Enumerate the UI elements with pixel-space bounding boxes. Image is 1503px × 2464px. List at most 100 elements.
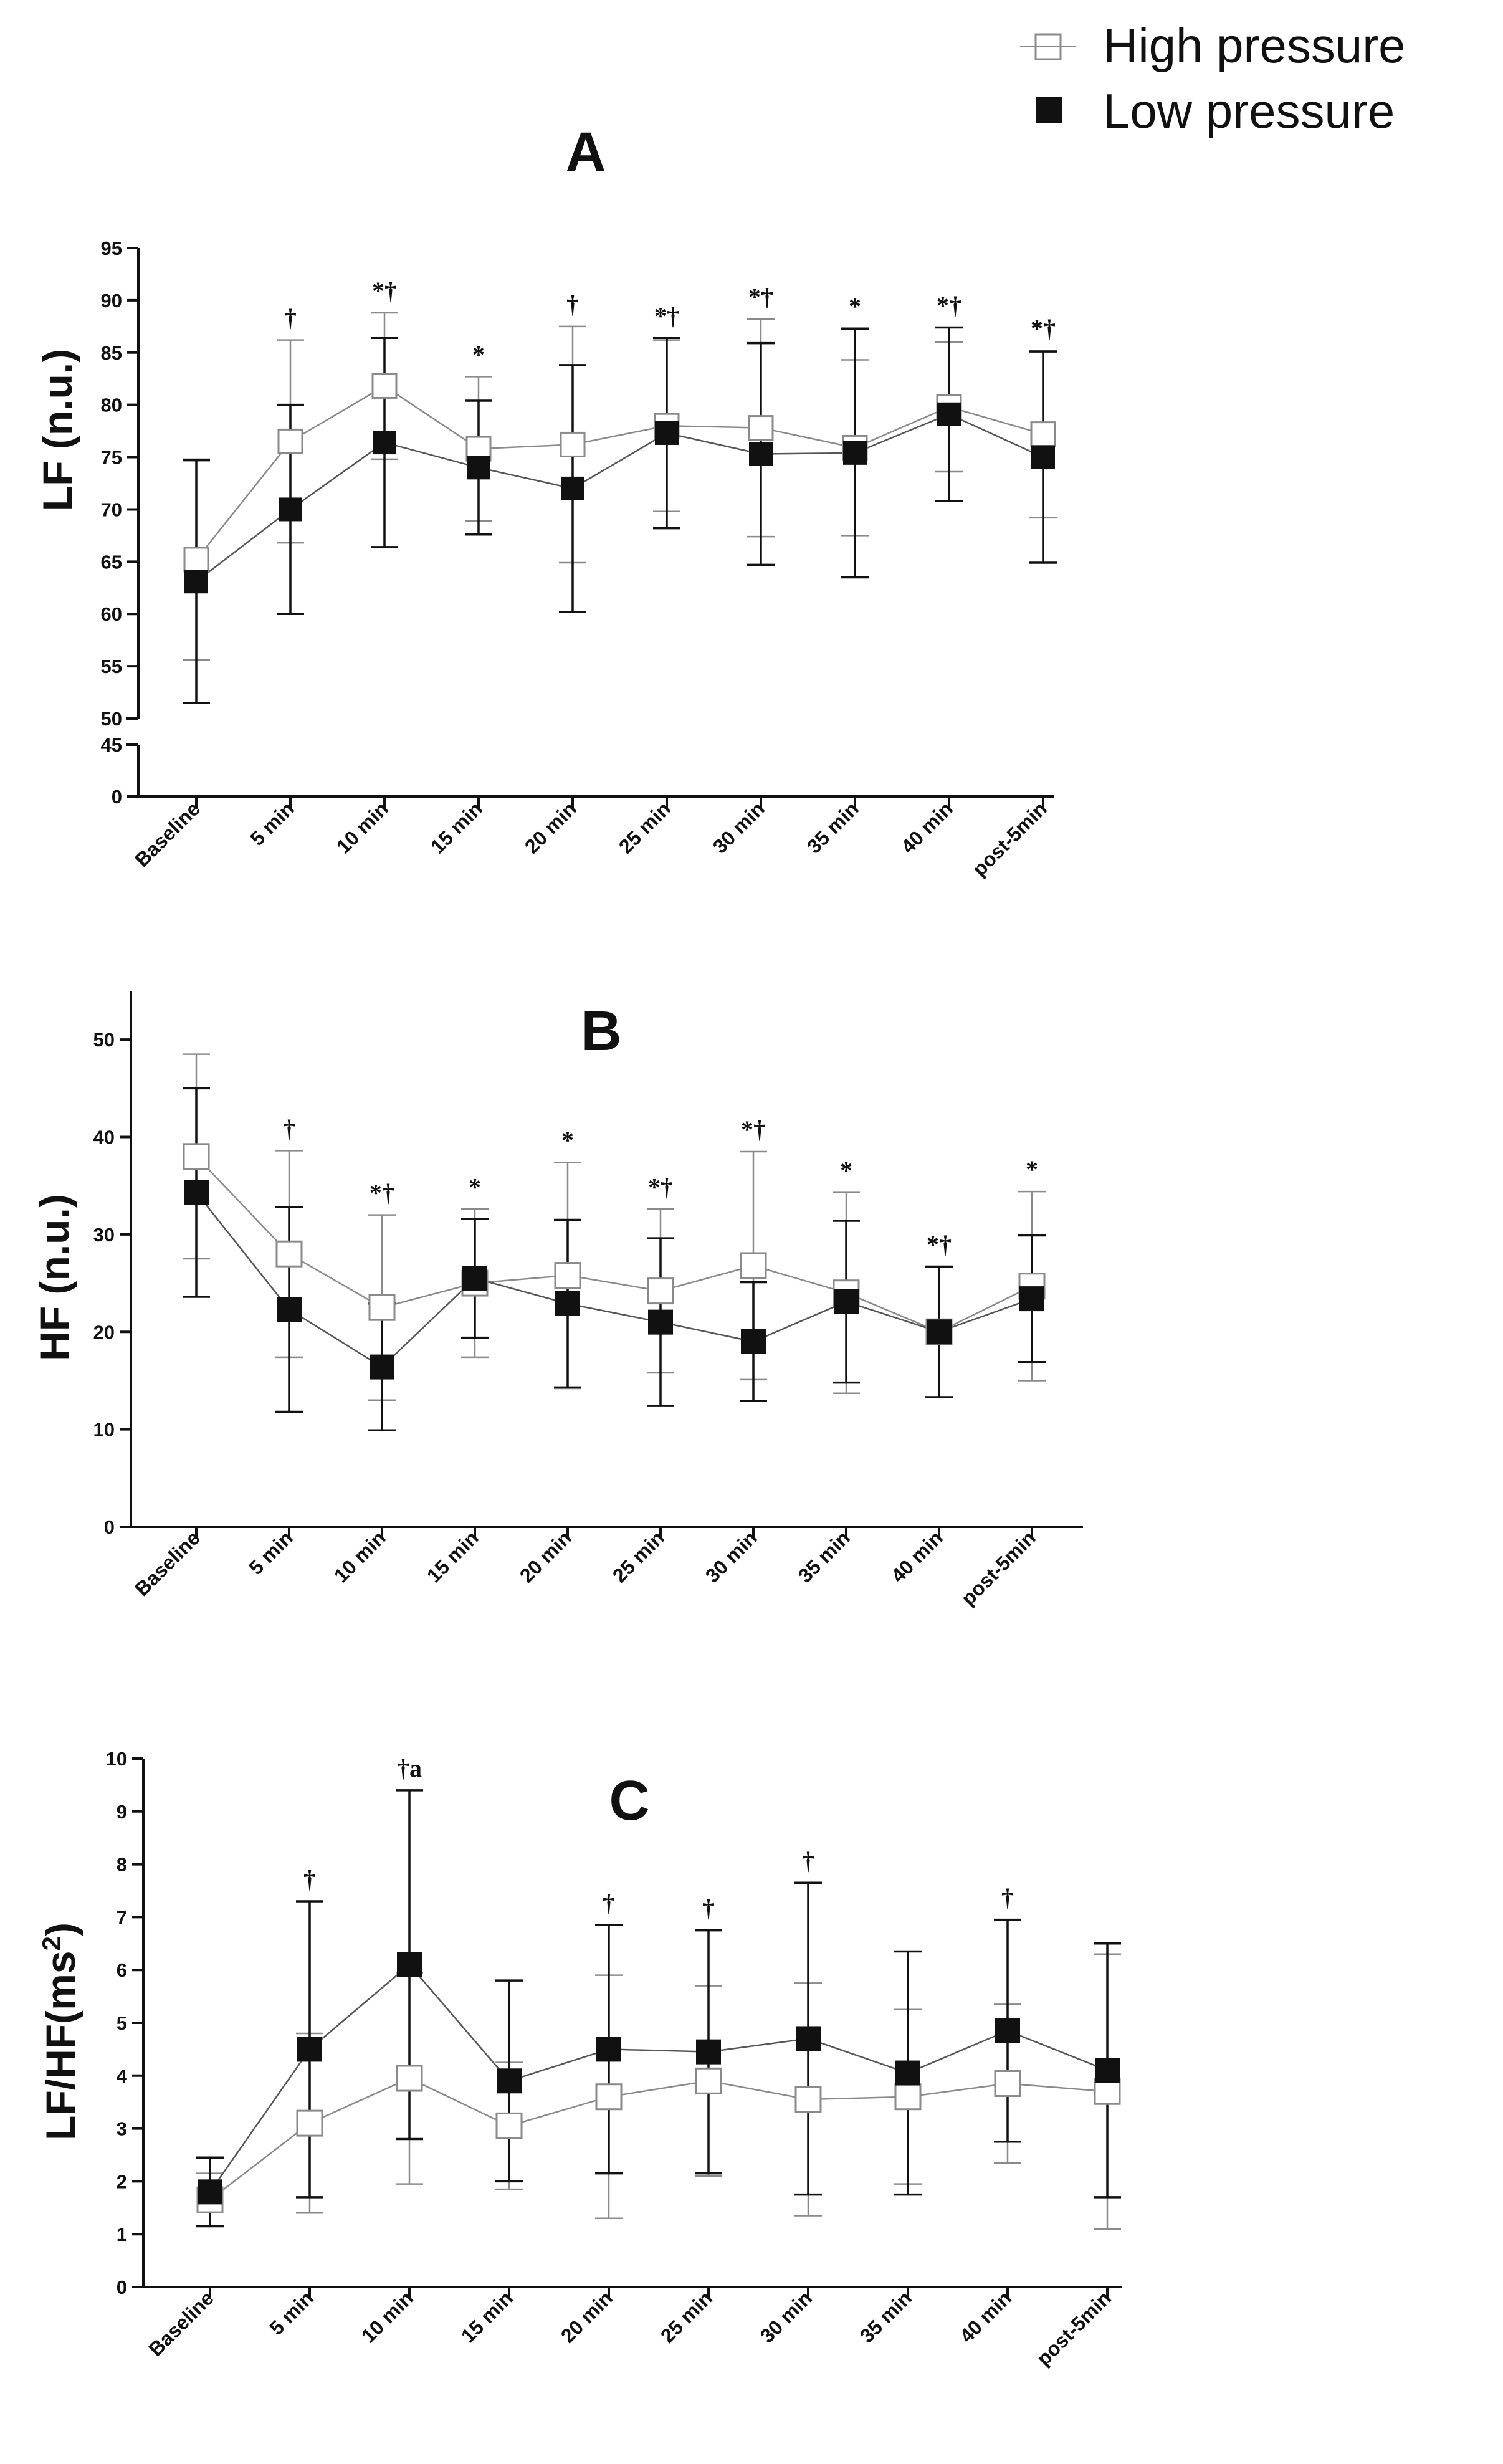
y-axis-label: LF (n.u.) [34, 349, 80, 511]
point-high [183, 1143, 210, 1170]
y-tick-label: 40 [93, 1127, 115, 1148]
x-tick-label: post-5min [968, 797, 1051, 881]
series-line-low [209, 1963, 1108, 2193]
point-high [1030, 421, 1056, 447]
y-axis-label: HF (n.u.) [31, 1194, 77, 1361]
point-low [373, 431, 396, 455]
point-high [183, 547, 209, 573]
x-tick-label: 20 min [556, 2286, 617, 2347]
y-tick-label: 60 [101, 603, 122, 625]
error-bars-high [183, 1053, 1046, 1401]
y-tick-label: 75 [101, 447, 122, 469]
point-high [277, 428, 303, 454]
significance-label: * [1026, 1155, 1038, 1183]
point-low [277, 1297, 302, 1322]
y-tick-label: 70 [101, 499, 122, 520]
point-high [994, 2070, 1021, 2098]
point-low [937, 402, 961, 426]
y-tick-label: 85 [101, 342, 122, 364]
significance-label: * [561, 1126, 574, 1154]
significance-label: † [802, 1846, 814, 1874]
significance-label: † [283, 1114, 295, 1142]
point-low [467, 456, 490, 480]
point-low [655, 421, 679, 445]
point-high [740, 1252, 767, 1279]
point-low [370, 1354, 394, 1380]
x-tick-label: Baseline [130, 797, 204, 871]
point-low [462, 1266, 487, 1291]
x-tick-label: 25 min [608, 1526, 669, 1587]
y-axis-label: LF/HF(ms2) [37, 1922, 84, 2141]
significance-label: † [303, 1865, 316, 1893]
y-tick-label: 0 [117, 2276, 127, 2298]
point-low [927, 1319, 952, 1345]
point-high [396, 2065, 423, 2092]
significance-label: * [849, 292, 861, 320]
legend-label-low: Low pressure [1103, 84, 1395, 138]
point-high [296, 2109, 323, 2137]
point-high [495, 2112, 523, 2139]
x-tick-label: 40 min [955, 2286, 1016, 2347]
significance-label: * [840, 1157, 852, 1185]
legend-label-high: High pressure [1103, 18, 1406, 73]
x-tick-label: 35 min [856, 2286, 916, 2347]
legend: High pressure Low pressure [1020, 18, 1406, 138]
significance-label: † [566, 290, 579, 318]
significance-label: † [603, 1889, 615, 1917]
y-tick-label: 10 [93, 1419, 115, 1441]
significance-label: † [1001, 1884, 1014, 1912]
y-tick-label: 30 [93, 1224, 115, 1246]
significance-label: *† [370, 1179, 394, 1207]
point-high [368, 1294, 396, 1321]
y-tick-label: 0 [112, 786, 122, 808]
significance-label: *† [937, 292, 961, 320]
point-high [1094, 2078, 1121, 2105]
point-low [995, 2018, 1020, 2043]
point-low [895, 2060, 920, 2086]
x-tick-label: 30 min [701, 1526, 761, 1587]
x-tick-label: 25 min [656, 2286, 717, 2347]
point-high [647, 1277, 674, 1305]
point-low [648, 1309, 673, 1335]
point-high [560, 431, 586, 457]
y-tick-label: 80 [101, 394, 122, 416]
significance-label: *† [741, 1115, 766, 1144]
point-high [371, 373, 398, 399]
point-low [749, 442, 773, 466]
significance-label: † [702, 1894, 715, 1922]
y-tick-label: 95 [101, 237, 122, 259]
chart-title: A [566, 122, 606, 184]
point-low [279, 497, 302, 522]
y-tick-label: 6 [117, 1959, 127, 1981]
x-tick-label: 15 min [426, 797, 487, 857]
point-high [695, 2067, 722, 2094]
series-line-low [196, 1191, 1033, 1368]
significance-label: *† [372, 277, 397, 305]
point-high [275, 1240, 303, 1268]
point-low [184, 1180, 209, 1205]
y-tick-label: 50 [93, 1029, 115, 1051]
significance-label: * [469, 1173, 481, 1201]
x-tick-label: Baseline [130, 1526, 204, 1600]
series-line-high [196, 1155, 1033, 1333]
error-bars-high [196, 1953, 1121, 2230]
point-low [397, 1952, 422, 1977]
point-low [834, 1289, 859, 1314]
error-bars-high [183, 312, 1057, 661]
point-high [894, 2083, 922, 2111]
x-tick-label: 10 min [330, 1526, 390, 1587]
y-tick-label: 55 [101, 656, 122, 677]
significance-label: † [284, 304, 297, 332]
significance-label: *† [648, 1173, 673, 1201]
x-tick-label: 10 min [332, 797, 393, 857]
x-tick-label: Baseline [144, 2286, 218, 2361]
x-tick-label: post-5min [957, 1526, 1040, 1610]
y-tick-label: 9 [117, 1801, 127, 1823]
x-tick-label: 30 min [756, 2286, 816, 2347]
point-low [596, 2037, 621, 2062]
significance-label: †a [397, 1754, 422, 1782]
